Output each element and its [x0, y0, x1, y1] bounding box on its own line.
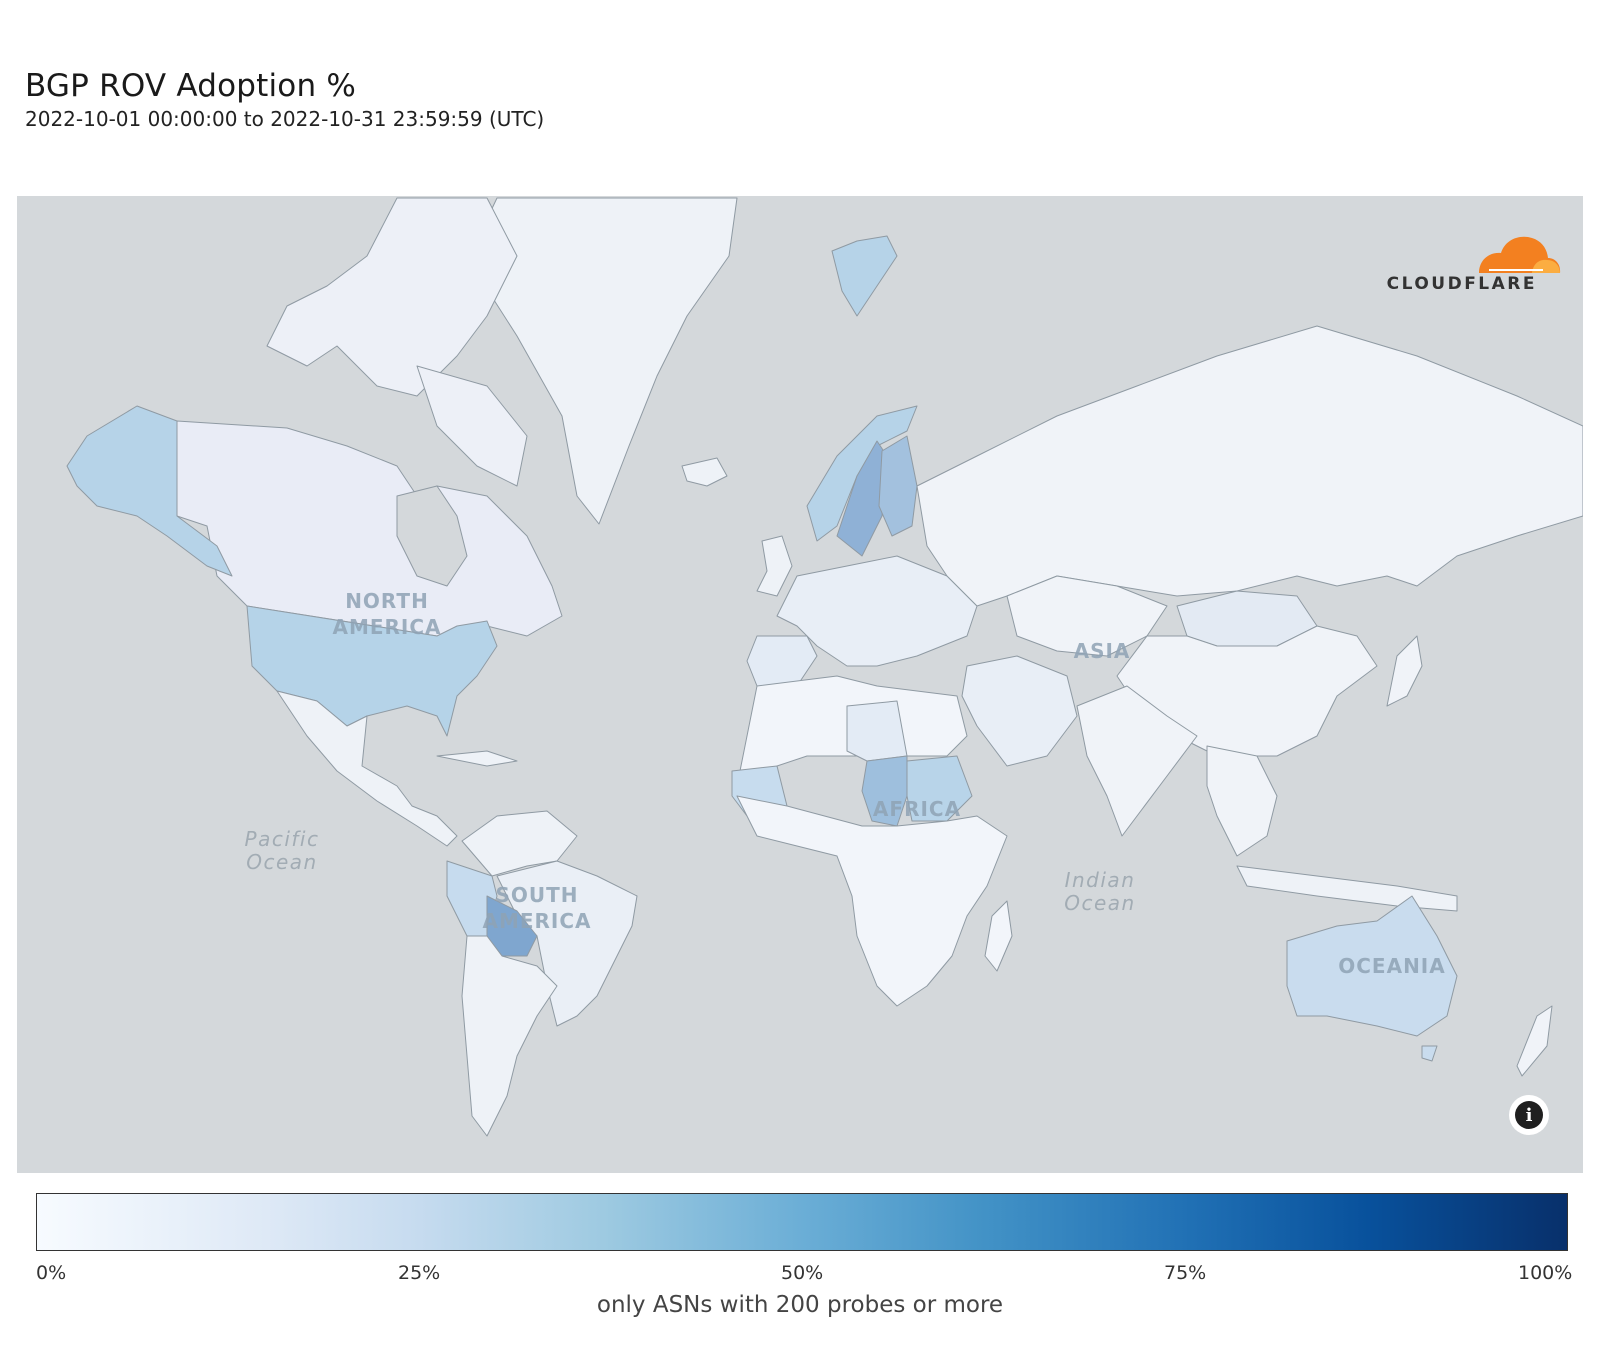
legend-tick-100: 100% [1518, 1262, 1573, 1284]
label-africa: AFRICA [873, 797, 961, 821]
world-map[interactable]: NORTH AMERICA SOUTH AMERICA AFRICA ASIA … [17, 196, 1583, 1173]
label-pacific-ocean-1: Pacific [245, 827, 320, 851]
label-indian-ocean-2: Ocean [1064, 891, 1135, 915]
label-oceania: OCEANIA [1338, 954, 1445, 978]
color-scale-bar [36, 1193, 1568, 1251]
region-indonesia[interactable] [1236, 865, 1458, 912]
info-icon: i [1515, 1101, 1543, 1129]
region-svalbard[interactable] [831, 235, 898, 317]
region-norway[interactable] [806, 405, 918, 542]
region-new-zealand[interactable] [1516, 1005, 1553, 1077]
map-svg: NORTH AMERICA SOUTH AMERICA AFRICA ASIA … [66, 197, 1583, 1137]
chart-subtitle: 2022-10-01 00:00:00 to 2022-10-31 23:59:… [25, 107, 545, 131]
region-japan[interactable] [1386, 635, 1423, 707]
region-madagascar[interactable] [984, 900, 1013, 972]
region-middle-east[interactable] [961, 655, 1078, 767]
info-button[interactable]: i [1509, 1095, 1549, 1135]
region-libya[interactable] [846, 700, 908, 762]
label-pacific-ocean-2: Ocean [246, 850, 317, 874]
region-iceland[interactable] [681, 457, 728, 487]
region-finland[interactable] [878, 435, 918, 537]
region-sub-saharan-africa[interactable] [736, 795, 1008, 1007]
region-mexico[interactable] [276, 690, 458, 847]
region-baffin[interactable] [416, 365, 528, 487]
region-india[interactable] [1076, 685, 1198, 837]
region-canada-islands[interactable] [266, 197, 518, 397]
region-se-asia[interactable] [1206, 745, 1278, 857]
region-cuba[interactable] [436, 750, 518, 767]
region-argentina[interactable] [461, 935, 558, 1137]
region-tasmania[interactable] [1421, 1045, 1438, 1062]
legend-tick-0: 0% [36, 1262, 67, 1284]
region-europe[interactable] [776, 555, 978, 667]
region-spain[interactable] [746, 635, 818, 687]
legend-tick-75: 75% [1164, 1262, 1207, 1284]
legend-tick-25: 25% [398, 1262, 441, 1284]
legend-tick-50: 50% [781, 1262, 824, 1284]
region-colombia[interactable] [461, 810, 578, 877]
label-north-america-2: AMERICA [332, 615, 441, 639]
region-canada[interactable] [176, 420, 563, 647]
label-indian-ocean-1: Indian [1065, 868, 1136, 892]
region-uk[interactable] [756, 535, 793, 597]
chart-title: BGP ROV Adoption % [25, 68, 357, 104]
hudson-bay [396, 485, 468, 587]
label-south-america-2: AMERICA [482, 909, 591, 933]
region-australia[interactable] [1286, 895, 1458, 1037]
cloudflare-logo-text: CLOUDFLARE [1386, 274, 1537, 294]
label-south-america-1: SOUTH [495, 883, 578, 907]
legend-caption: only ASNs with 200 probes or more [596, 1292, 1004, 1318]
region-russia[interactable] [916, 325, 1583, 607]
label-north-america-1: NORTH [345, 589, 429, 613]
region-alaska[interactable] [66, 405, 233, 577]
label-asia: ASIA [1074, 639, 1131, 663]
cloudflare-logo-icon [1479, 236, 1561, 273]
